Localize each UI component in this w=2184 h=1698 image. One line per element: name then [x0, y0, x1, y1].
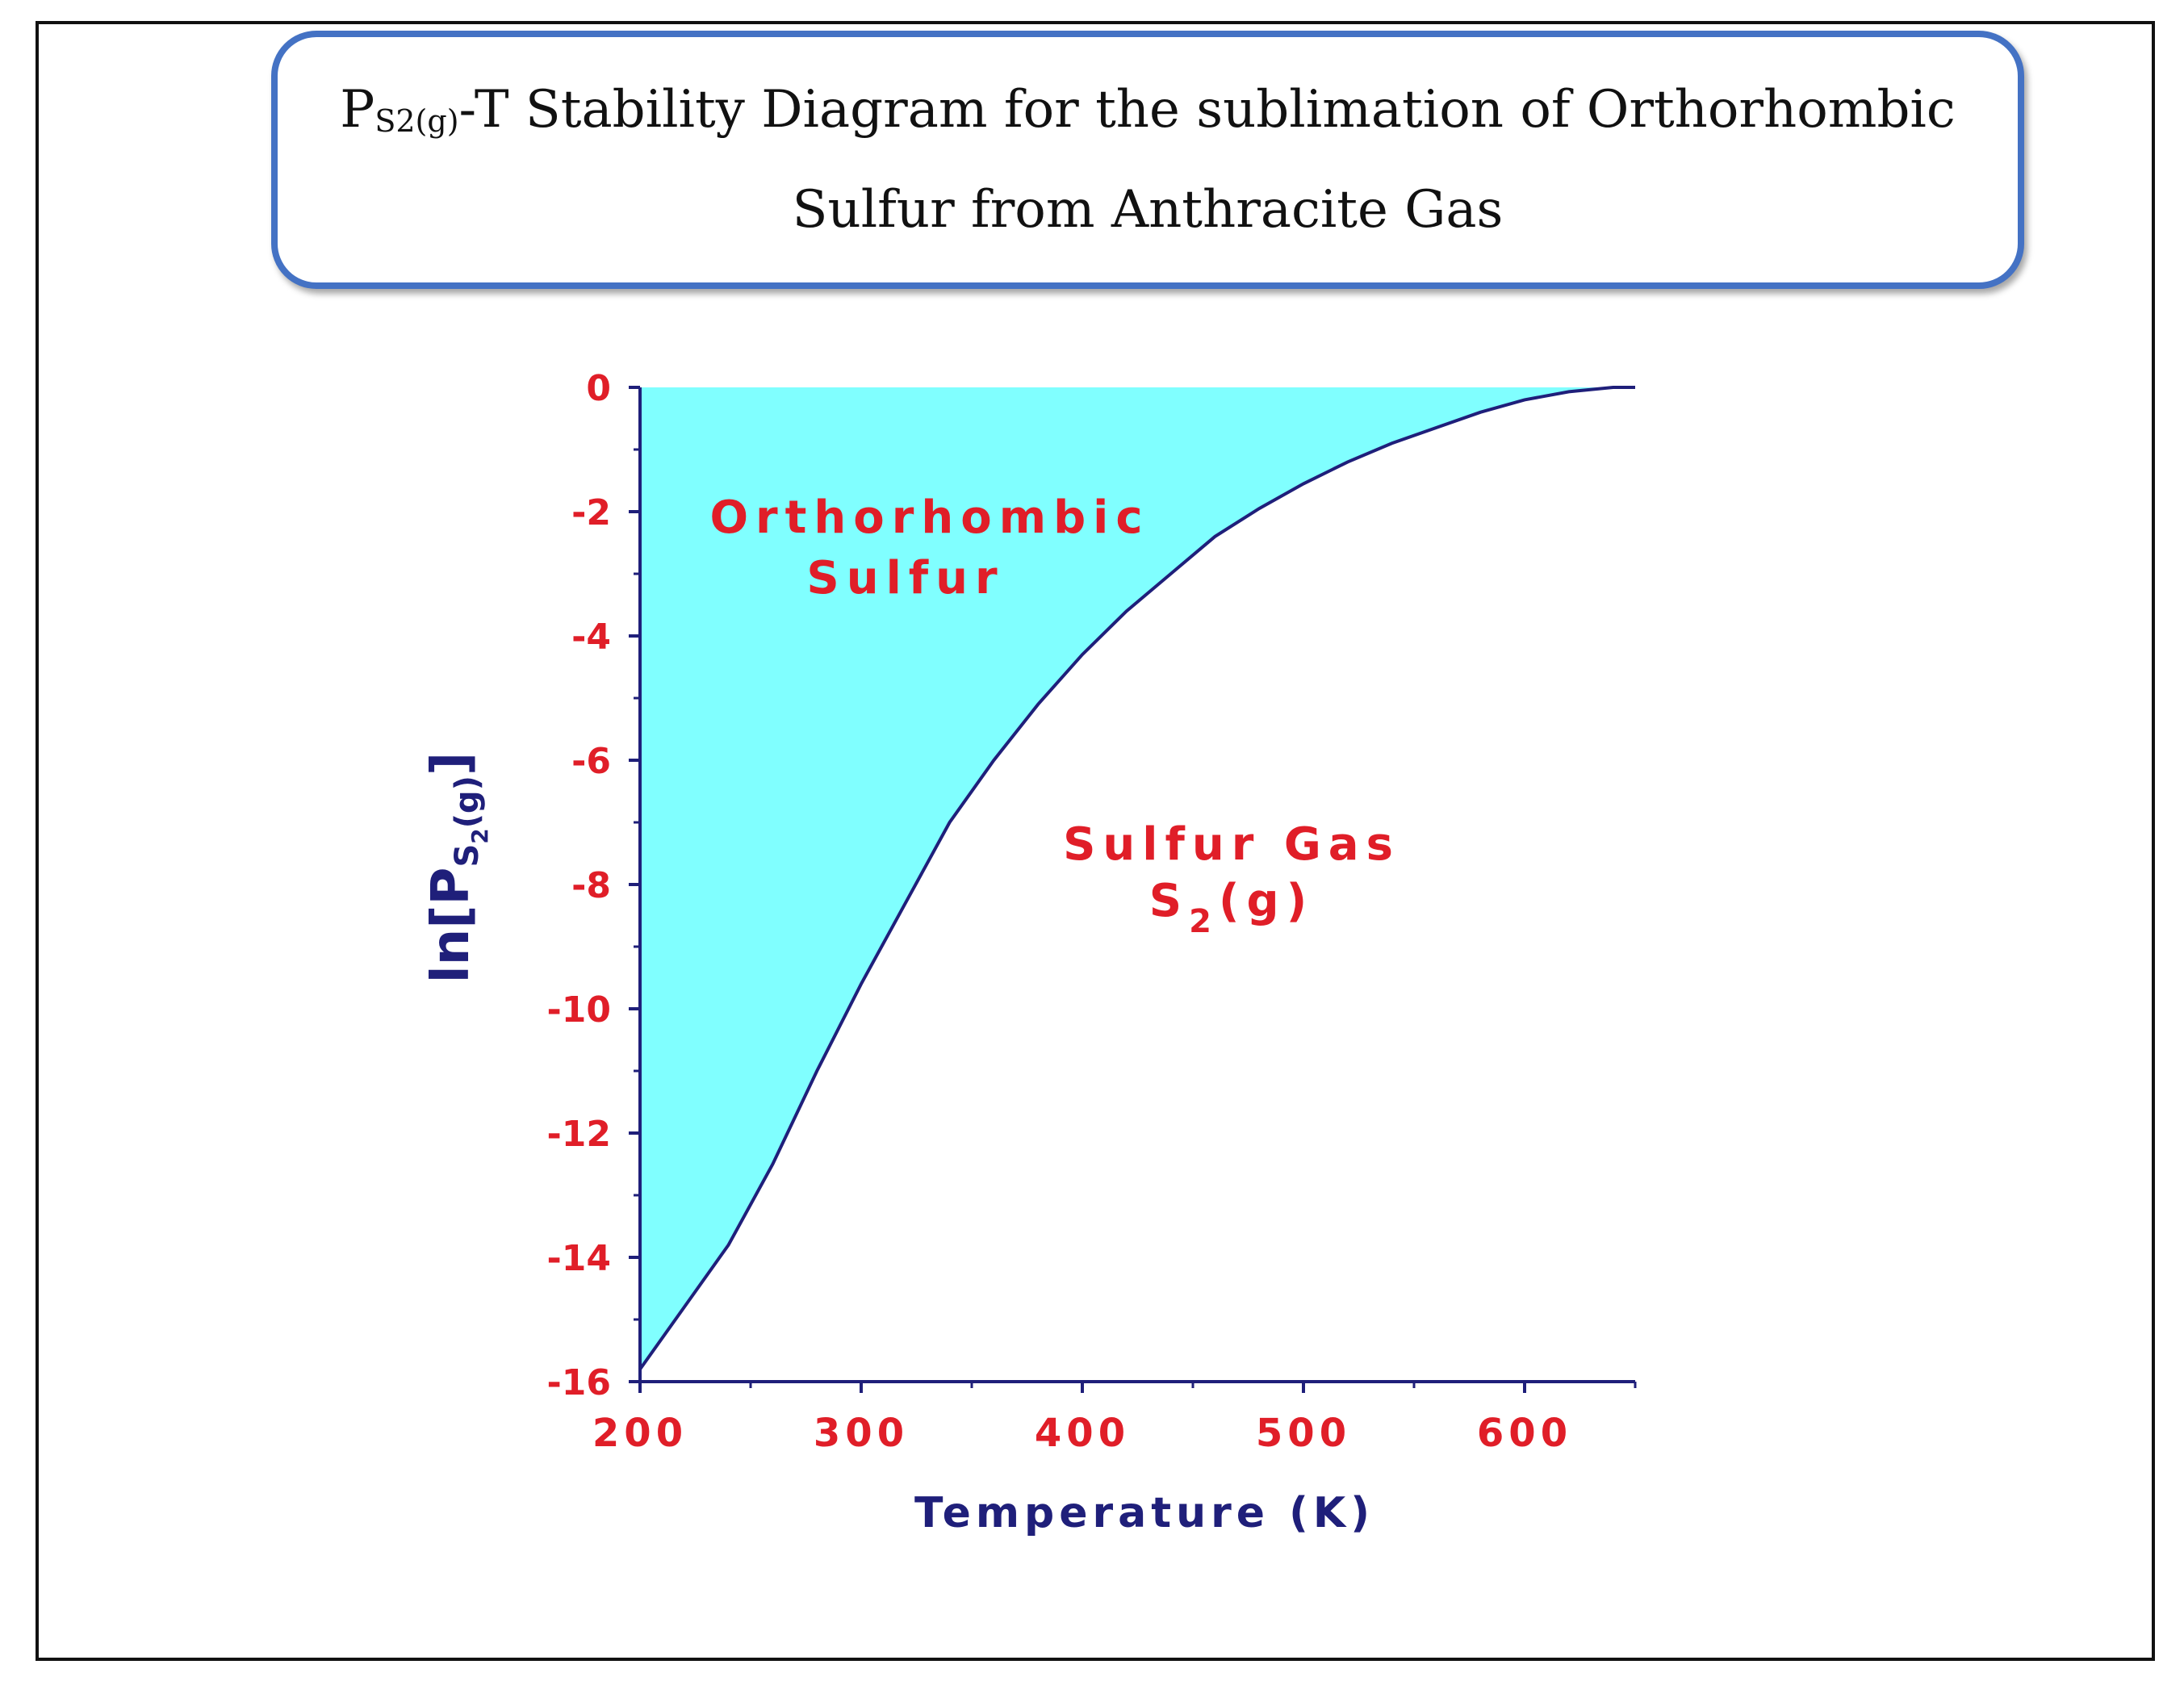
title-line-2: Sulfur from Anthracite Gas	[792, 180, 1504, 240]
y-tick-label: -10	[547, 989, 612, 1031]
y-axis-title-subsub: 2	[467, 828, 493, 843]
title-box: PS2(g)-T Stability Diagram for the subli…	[271, 31, 2024, 289]
region-label-sulfur-gas: Sulfur Gas	[1063, 818, 1400, 871]
y-tick-label: -6	[571, 741, 611, 782]
y-tick-label: 0	[586, 368, 611, 409]
x-tick-label: 400	[1035, 1411, 1130, 1456]
y-axis-title-sub-after: (g)	[449, 776, 486, 828]
x-tick-label: 200	[592, 1411, 688, 1456]
x-tick-label: 600	[1477, 1411, 1572, 1456]
y-axis-title-sub: S	[449, 844, 486, 868]
y-tick-label: -8	[571, 865, 611, 906]
title-subscript: S2(g)	[374, 103, 459, 139]
y-tick-label: -12	[547, 1114, 612, 1155]
x-axis-title: Temperature (K)	[914, 1489, 1374, 1537]
y-tick-label: -16	[547, 1362, 612, 1403]
y-tick-label: -14	[547, 1238, 612, 1279]
title-prefix: P	[340, 80, 375, 140]
orthorhombic-region-fill	[640, 387, 1635, 1370]
title-line-1: PS2(g)-T Stability Diagram for the subli…	[340, 65, 1955, 165]
y-axis-title-close: ]	[421, 752, 481, 776]
y-axis-title-main: ln[P	[421, 868, 481, 984]
x-tick-label: 300	[814, 1411, 909, 1456]
x-tick-label: 500	[1256, 1411, 1351, 1456]
title-rest: -T Stability Diagram for the sublimation…	[458, 80, 1956, 140]
s2g-rest: (g)	[1219, 875, 1314, 927]
y-axis-title: ln[PS2(g)]	[421, 752, 493, 983]
region-label-sulfur: Sulfur	[806, 552, 1004, 604]
s2g-sub: 2	[1189, 903, 1219, 940]
y-tick-label: -4	[571, 617, 611, 658]
x-axis-ticks: 200 300 400 500 600	[592, 1382, 1637, 1456]
region-label-s2g: S2(g)	[1149, 875, 1314, 940]
figure-frame	[36, 21, 2155, 1661]
y-tick-label: -2	[571, 492, 611, 533]
region-label-orthorhombic: Orthorhombic	[709, 491, 1149, 544]
y-axis-ticks: 0 -2 -4 -6 -8 -10 -12 -14 -16	[547, 368, 640, 1403]
s2g-main: S	[1149, 875, 1189, 927]
phase-boundary-curve	[638, 386, 1635, 1370]
